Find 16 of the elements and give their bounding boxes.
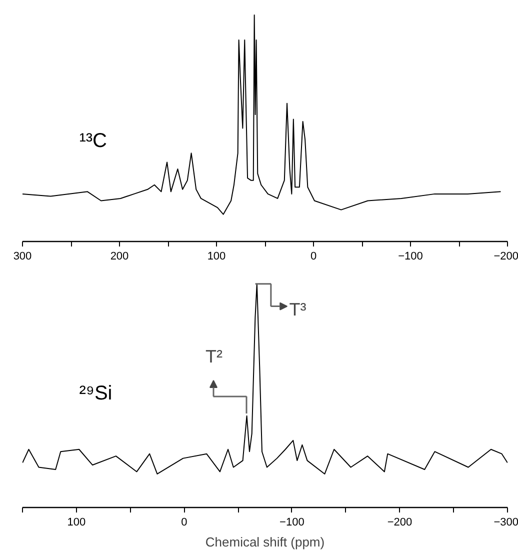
x-tick-label: −300 <box>494 516 518 528</box>
x-tick-label: 100 <box>207 250 226 262</box>
x-tick-label: 100 <box>67 516 86 528</box>
x-tick-label: 300 <box>13 250 32 262</box>
annotation: T² <box>206 346 222 366</box>
x-tick-label: 200 <box>110 250 129 262</box>
x-tick-label: −200 <box>387 516 412 528</box>
annotation: T³ <box>289 300 306 320</box>
x-tick-label: −100 <box>280 516 304 528</box>
x-tick-label: −200 <box>494 250 518 262</box>
text: ¹³C <box>79 130 107 152</box>
x-tick-label: 0 <box>310 250 317 262</box>
x-tick-label: 0 <box>181 516 188 528</box>
x-axis-title: Chemical shift (ppm) <box>205 534 325 550</box>
x-tick-label: −100 <box>398 250 423 262</box>
text: ²⁹Si <box>79 382 112 404</box>
